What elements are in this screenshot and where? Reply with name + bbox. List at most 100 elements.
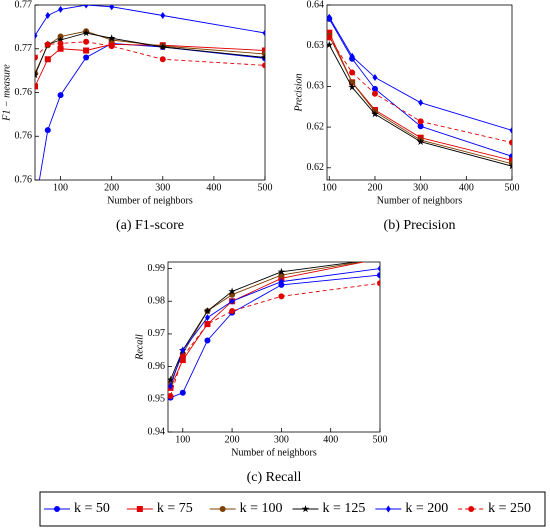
marker	[327, 40, 334, 49]
series-line	[38, 43, 265, 180]
x-tick-label: 100	[322, 182, 337, 193]
marker	[261, 53, 265, 61]
marker	[160, 12, 166, 19]
marker	[349, 52, 355, 60]
marker	[229, 297, 235, 305]
marker	[83, 5, 89, 9]
marker	[109, 5, 115, 11]
marker	[204, 337, 211, 344]
marker	[179, 389, 186, 396]
marker	[509, 126, 512, 134]
marker	[372, 73, 378, 81]
marker	[508, 162, 512, 170]
y-tick-label: 0.76	[15, 174, 33, 185]
marker	[278, 278, 284, 286]
y-tick-label: 0.77	[15, 43, 33, 54]
marker	[83, 54, 90, 61]
marker	[158, 43, 167, 51]
marker	[262, 51, 265, 57]
series-line	[170, 262, 359, 380]
marker	[168, 375, 175, 383]
marker	[204, 314, 210, 322]
marker	[417, 123, 424, 130]
marker	[371, 85, 378, 92]
marker	[377, 272, 380, 279]
y-tick-label: 0.64	[307, 0, 325, 10]
series-line	[170, 268, 380, 387]
x-tick-label: 100	[175, 434, 190, 445]
subplot-caption: (a) F1-score	[116, 218, 184, 233]
marker	[58, 5, 64, 13]
marker	[57, 40, 64, 47]
marker	[418, 99, 424, 107]
marker	[44, 41, 51, 48]
marker	[44, 127, 51, 134]
marker	[35, 71, 39, 79]
x-tick-label: 300	[274, 434, 289, 445]
y-tick-label: 0.77	[15, 0, 33, 10]
marker	[159, 56, 166, 63]
y-tick-label: 0.62	[307, 162, 325, 173]
legend-marker	[468, 506, 475, 512]
marker	[204, 321, 211, 328]
series-line	[170, 282, 380, 397]
y-tick-label: 0.94	[148, 426, 166, 437]
marker	[83, 38, 90, 45]
y-tick-label: 0.95	[148, 394, 166, 405]
marker	[371, 90, 378, 97]
legend-marker	[385, 505, 391, 513]
legend-marker	[219, 506, 226, 512]
marker	[327, 29, 333, 36]
marker	[56, 36, 65, 44]
x-axis-label: Number of neighbors	[231, 447, 317, 458]
legend-marker	[301, 505, 310, 513]
marker	[377, 265, 380, 273]
x-tick-label: 200	[225, 434, 240, 445]
marker	[349, 69, 356, 76]
marker	[278, 293, 285, 300]
x-tick-label: 200	[104, 182, 119, 193]
marker	[348, 83, 356, 91]
marker	[57, 92, 64, 99]
marker	[179, 357, 186, 364]
marker	[262, 47, 265, 54]
x-axis-label: Number of neighbors	[377, 195, 463, 206]
x-tick-label: 500	[505, 182, 520, 193]
y-axis-label: Recall	[134, 334, 145, 361]
y-tick-label: 0.63	[307, 40, 325, 51]
marker	[35, 54, 38, 61]
marker	[417, 118, 424, 125]
x-tick-label: 400	[459, 182, 474, 193]
plot-frame	[326, 4, 513, 181]
marker	[180, 346, 186, 354]
y-tick-label: 0.76	[15, 87, 33, 98]
plot-frame	[34, 4, 266, 181]
marker	[35, 83, 38, 90]
marker	[57, 45, 64, 52]
marker	[107, 34, 116, 42]
marker	[376, 255, 384, 262]
marker	[229, 308, 236, 315]
marker	[32, 203, 38, 209]
subplot-caption: (b) Precision	[384, 218, 456, 233]
y-tick-label: 0.76	[15, 131, 33, 142]
y-tick-label: 0.98	[148, 296, 166, 307]
marker	[82, 29, 90, 37]
marker	[168, 393, 174, 400]
series-line	[35, 43, 265, 87]
marker	[108, 43, 115, 50]
x-tick-label: 100	[53, 182, 68, 193]
y-tick-label: 0.99	[148, 263, 166, 274]
marker	[44, 56, 51, 63]
series-line	[170, 274, 380, 399]
plot-area	[168, 255, 384, 401]
series-line	[170, 262, 366, 389]
marker	[277, 267, 286, 276]
marker	[377, 280, 380, 287]
marker	[327, 13, 332, 21]
marker	[416, 137, 425, 145]
y-axis-label: F1 − measure	[1, 64, 12, 122]
y-tick-label: 0.63	[307, 81, 325, 92]
series-line	[328, 16, 512, 131]
